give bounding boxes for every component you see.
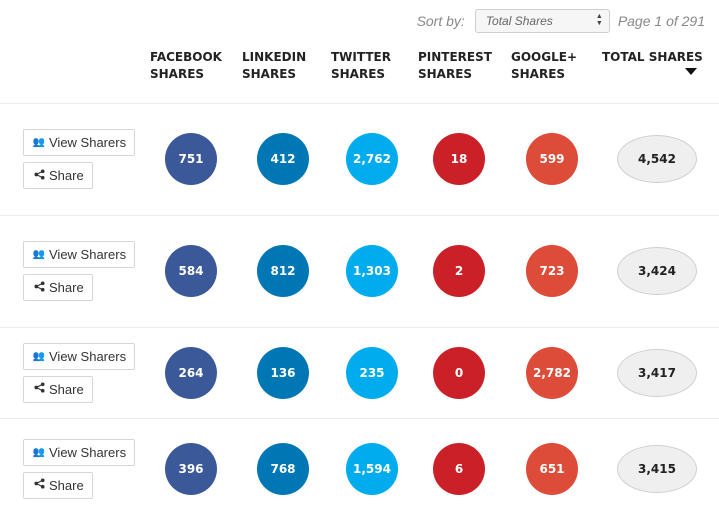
row-divider — [0, 418, 719, 419]
users-icon: 👥 — [32, 350, 46, 362]
twitter-share-count: 235 — [346, 346, 398, 399]
caret-down-icon[interactable] — [685, 68, 697, 75]
view-sharers-label: View Sharers — [49, 247, 127, 262]
row-divider — [0, 103, 719, 104]
googleplus-share-count: 651 — [526, 442, 578, 495]
page-info: Page 1 of 291 — [617, 13, 705, 29]
sort-label: Sort by: — [416, 13, 465, 29]
share-label: Share — [49, 477, 84, 493]
view-sharers-button[interactable]: 👥 View Sharers — [23, 438, 136, 466]
twitter-share-count: 1,594 — [346, 442, 398, 495]
share-icon — [32, 168, 46, 183]
view-sharers-label: View Sharers — [49, 348, 127, 364]
users-icon: 👥 — [32, 137, 46, 148]
facebook-share-count: 584 — [165, 245, 217, 297]
linkedin-share-count: 136 — [257, 346, 309, 399]
twitter-share-count: 1,303 — [346, 245, 398, 297]
sort-bar: Sort by: Total Shares ▲ ▼ Page 1 of 291 — [417, 8, 705, 34]
pinterest-share-count: 18 — [433, 133, 485, 185]
share-icon — [32, 478, 46, 492]
share-button[interactable]: Share — [23, 375, 93, 403]
users-icon: 👥 — [32, 446, 46, 458]
facebook-share-count: 751 — [165, 133, 217, 185]
googleplus-share-count: 2,782 — [526, 346, 578, 399]
googleplus-share-count: 723 — [526, 245, 578, 297]
share-label: Share — [49, 381, 84, 397]
users-icon: 👥 — [32, 249, 46, 260]
linkedin-share-count: 812 — [257, 245, 309, 297]
facebook-share-count: 264 — [165, 346, 217, 399]
pinterest-share-count: 0 — [433, 346, 485, 399]
facebook-share-count: 396 — [165, 442, 217, 495]
share-label: Share — [49, 168, 84, 183]
header-linkedin-shares[interactable]: LINKEDIN SHARES — [242, 50, 307, 81]
row-divider — [0, 327, 719, 328]
header-twitter-shares[interactable]: TWITTER SHARES — [331, 50, 391, 81]
sort-select-value: Total Shares — [485, 14, 553, 28]
linkedin-share-count: 768 — [257, 442, 309, 495]
share-label: Share — [49, 280, 84, 295]
total-share-count: 3,415 — [617, 444, 697, 493]
share-icon — [32, 280, 46, 295]
total-share-count: 3,424 — [617, 247, 697, 295]
googleplus-share-count: 599 — [526, 133, 578, 185]
view-sharers-label: View Sharers — [49, 444, 127, 460]
total-share-count: 4,542 — [617, 135, 697, 183]
pinterest-share-count: 6 — [433, 442, 485, 495]
share-button[interactable]: Share — [23, 274, 93, 301]
share-button[interactable]: Share — [23, 471, 93, 499]
sort-select[interactable]: Total Shares ▲ ▼ — [474, 9, 610, 33]
share-button[interactable]: Share — [23, 162, 93, 189]
header-pinterest-shares[interactable]: PINTEREST SHARES — [418, 50, 492, 81]
share-icon — [32, 382, 46, 396]
linkedin-share-count: 412 — [257, 133, 309, 185]
header-total-shares[interactable]: TOTAL SHARES — [602, 50, 703, 64]
twitter-share-count: 2,762 — [346, 133, 398, 185]
total-share-count: 3,417 — [617, 348, 697, 397]
row-divider — [0, 215, 719, 216]
select-arrows-icon: ▲ ▼ — [595, 13, 603, 27]
view-sharers-label: View Sharers — [49, 135, 127, 150]
view-sharers-button[interactable]: 👥 View Sharers — [23, 241, 136, 268]
view-sharers-button[interactable]: 👥 View Sharers — [23, 129, 136, 156]
pinterest-share-count: 2 — [433, 245, 485, 297]
header-facebook-shares[interactable]: FACEBOOK SHARES — [150, 50, 222, 81]
header-googleplus-shares[interactable]: GOOGLE+ SHARES — [511, 50, 577, 81]
view-sharers-button[interactable]: 👥 View Sharers — [23, 342, 136, 370]
